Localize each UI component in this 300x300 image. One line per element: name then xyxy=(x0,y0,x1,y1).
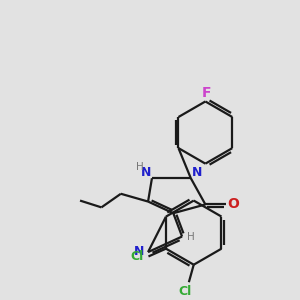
Text: H: H xyxy=(187,232,195,242)
Text: Cl: Cl xyxy=(130,250,143,263)
Text: Cl: Cl xyxy=(178,285,192,298)
Text: O: O xyxy=(228,197,239,212)
Text: N: N xyxy=(141,166,151,179)
Text: H: H xyxy=(136,162,144,172)
Text: F: F xyxy=(202,86,211,100)
Text: N: N xyxy=(191,166,202,179)
Text: N: N xyxy=(134,244,145,258)
